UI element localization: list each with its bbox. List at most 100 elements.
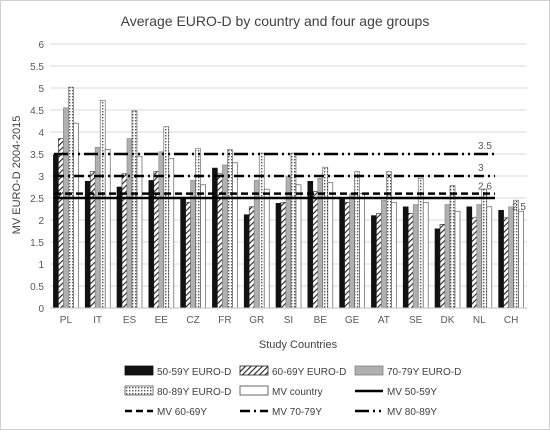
bar-es-series-2 bbox=[126, 138, 133, 309]
x-tick-label: DK bbox=[441, 315, 455, 326]
bar-gr-series-1 bbox=[248, 206, 255, 309]
legend-label: 70-79Y EURO-D bbox=[387, 367, 461, 378]
bar-fr-series-0 bbox=[212, 167, 218, 309]
bar-it-series-2 bbox=[94, 147, 101, 309]
bar-ge-series-4 bbox=[359, 193, 365, 309]
bar-ee-series-0 bbox=[148, 180, 155, 309]
y-tick-label: 5.5 bbox=[30, 62, 44, 73]
bar-ch-series-2 bbox=[508, 206, 514, 309]
bar-at-series-4 bbox=[391, 202, 397, 309]
x-tick-label: SE bbox=[409, 315, 423, 326]
bar-be-series-4 bbox=[327, 182, 334, 309]
bar-ch-series-1 bbox=[503, 217, 509, 309]
legend-label: 60-69Y EURO-D bbox=[272, 367, 346, 378]
x-tick-label: NL bbox=[473, 315, 486, 326]
bar-dk-series-4 bbox=[454, 210, 461, 309]
legend-swatch bbox=[354, 365, 384, 376]
bar-nl-series-0 bbox=[466, 206, 473, 309]
y-tick-label: 1 bbox=[38, 260, 44, 271]
y-axis-label: MV EURO-D 2004-2015 bbox=[11, 116, 23, 235]
bar-si-series-1 bbox=[280, 202, 287, 309]
bar-fr-series-3 bbox=[227, 149, 233, 309]
x-tick-label: GR bbox=[249, 315, 264, 326]
bar-it-series-1 bbox=[89, 171, 96, 309]
x-tick-label: FR bbox=[218, 315, 231, 326]
bar-pl-series-0 bbox=[53, 154, 59, 309]
bar-at-series-3 bbox=[386, 171, 392, 309]
bar-nl-series-3 bbox=[481, 188, 488, 309]
bar-se-series-4 bbox=[422, 202, 429, 309]
x-axis: PL IT ES EE CZ FR GR SI BE GE AT SE DK NL CH bbox=[50, 307, 527, 326]
bar-at-series-1 bbox=[376, 213, 382, 309]
y-tick-label: 2.5 bbox=[30, 194, 44, 205]
y-tick-label: 3 bbox=[38, 172, 44, 183]
x-tick-label: CH bbox=[504, 315, 518, 326]
bar-ge-series-2 bbox=[349, 193, 355, 309]
y-tick-label: 1.5 bbox=[30, 238, 44, 249]
bar-es-series-3 bbox=[131, 110, 138, 309]
bar-ch-series-4 bbox=[518, 210, 524, 309]
x-tick-label: PL bbox=[60, 315, 73, 326]
reference-line-label: 3 bbox=[478, 163, 484, 174]
y-tick-label: 4.5 bbox=[30, 106, 44, 117]
bar-pl-series-4 bbox=[73, 122, 79, 309]
bar-ge-series-1 bbox=[344, 202, 350, 309]
reference-line-label: 2.5 bbox=[512, 202, 526, 213]
bar-fr-series-4 bbox=[232, 162, 238, 309]
bar-ch-series-3 bbox=[513, 199, 519, 309]
y-axis-ticks: 0 0.5 1 1.5 2 2.5 3 3.5 4 4.5 5 5.5 6 bbox=[30, 40, 44, 315]
bar-cz-series-0 bbox=[180, 197, 186, 309]
reference-line-label: 2.6 bbox=[478, 182, 492, 193]
reference-lines: 2.5 2.6 3 3.5 bbox=[54, 141, 526, 213]
bar-es-series-0 bbox=[116, 186, 123, 309]
legend-swatch bbox=[239, 365, 269, 376]
x-tick-label: BE bbox=[314, 315, 328, 326]
legend-swatch bbox=[124, 365, 154, 376]
bar-si-series-4 bbox=[295, 184, 302, 309]
x-tick-label: AT bbox=[378, 315, 390, 326]
bar-nl-series-4 bbox=[486, 206, 493, 309]
bar-gr-series-2 bbox=[253, 180, 260, 309]
x-axis-label: Study Countries bbox=[259, 339, 338, 351]
bar-it-series-4 bbox=[104, 149, 111, 309]
legend-label: MV 70-79Y bbox=[272, 407, 322, 418]
y-tick-label: 5 bbox=[38, 84, 44, 95]
legend-swatch bbox=[124, 385, 154, 396]
bar-ee-series-4 bbox=[168, 158, 175, 309]
legend-swatch bbox=[239, 385, 269, 396]
y-tick-label: 6 bbox=[38, 40, 44, 51]
bar-dk-series-3 bbox=[449, 185, 456, 309]
bar-be-series-3 bbox=[322, 166, 329, 309]
legend-label: 50-59Y EURO-D bbox=[157, 367, 231, 378]
bar-pl-series-2 bbox=[63, 107, 69, 309]
bar-nl-series-1 bbox=[471, 217, 478, 309]
bar-si-series-0 bbox=[275, 202, 282, 309]
bar-at-series-0 bbox=[371, 215, 377, 309]
bar-gr-series-0 bbox=[243, 214, 250, 309]
bar-nl-series-2 bbox=[476, 204, 483, 309]
legend: 50-59Y EURO-D 60-69Y EURO-D 70-79Y EURO-D 8… bbox=[124, 365, 461, 418]
bar-es-series-4 bbox=[136, 155, 143, 309]
bar-ch-series-0 bbox=[498, 210, 504, 309]
legend-label: MV 80-89Y bbox=[387, 407, 437, 418]
y-tick-label: 2 bbox=[38, 216, 44, 227]
chart-title: Average EURO-D by country and four age g… bbox=[121, 13, 430, 29]
bar-cz-series-4 bbox=[200, 184, 206, 309]
bar-be-series-1 bbox=[312, 191, 319, 309]
bar-dk-series-2 bbox=[444, 204, 451, 309]
bar-at-series-2 bbox=[381, 199, 387, 309]
x-tick-label: SI bbox=[284, 315, 293, 326]
y-tick-label: 0 bbox=[38, 304, 44, 315]
bar-ge-series-0 bbox=[339, 197, 345, 309]
bar-si-series-2 bbox=[285, 175, 292, 309]
bar-gr-series-4 bbox=[263, 188, 270, 309]
bar-it-series-0 bbox=[84, 180, 91, 309]
bar-it-series-3 bbox=[99, 100, 106, 309]
bar-ge-series-3 bbox=[354, 171, 360, 309]
x-tick-label: ES bbox=[123, 315, 137, 326]
reference-line-label: 3.5 bbox=[478, 141, 492, 152]
bar-cz-series-3 bbox=[195, 148, 201, 309]
bars bbox=[53, 86, 524, 309]
